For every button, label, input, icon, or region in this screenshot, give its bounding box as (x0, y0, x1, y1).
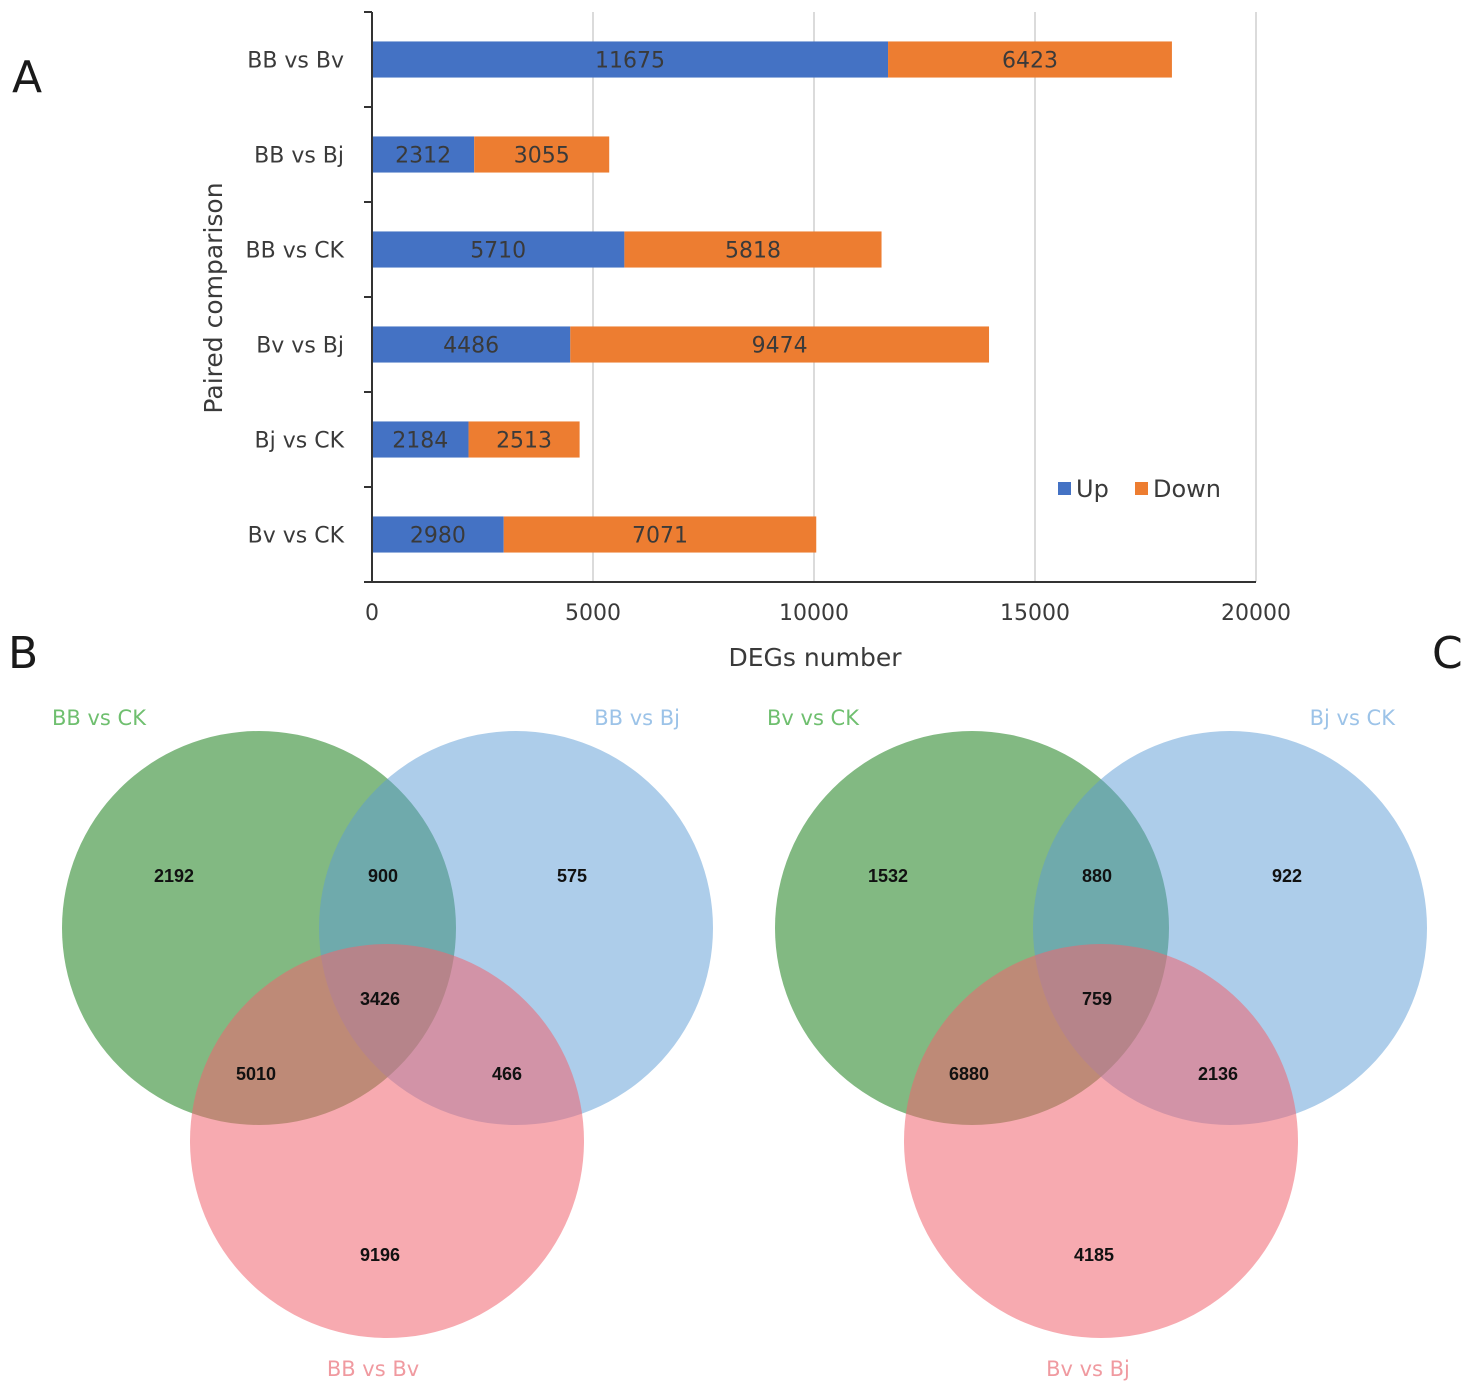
venn-b-count-2-3: 466 (492, 1064, 522, 1084)
venn-b-count-only-2: 575 (557, 866, 587, 886)
bar-bb-vs-ck-down (624, 231, 882, 268)
bar-bb-vs-bj-up (372, 136, 475, 173)
bar-label-bv-vs-ck-down: 7071 (632, 524, 688, 549)
venn-c-count-only-3: 4185 (1074, 1245, 1114, 1265)
panel-label-b: B (8, 628, 38, 679)
venn-b-count-only-1: 2192 (154, 866, 194, 886)
venn-b-set-label-3: BB vs Bv (327, 1357, 419, 1381)
x-tick-label-10000: 10000 (779, 601, 849, 626)
legend-swatch-down (1135, 482, 1148, 495)
bar-label-bb-vs-ck-down: 5818 (725, 239, 781, 264)
y-category-label-bv-vs-bj: Bv vs Bj (256, 334, 344, 359)
bar-bb-vs-bv-up (372, 41, 889, 78)
venn-b-count-only-3: 9196 (360, 1245, 400, 1265)
bar-bv-vs-bj-up (372, 326, 571, 363)
venn-c-circle-bv-vs-bj (904, 944, 1298, 1338)
bar-bv-vs-bj-down (570, 326, 990, 363)
bars: 11675 6423 2312 3055 5710 5818 4486 9474 2184 251… (372, 41, 1172, 553)
venn-c-count-1-2: 880 (1082, 866, 1112, 886)
venn-diagram-c: Bv vs CK Bj vs CK Bv vs Bj 1532 880 922 … (767, 706, 1427, 1381)
venn-c-set-label-2: Bj vs CK (1310, 706, 1397, 730)
axes (364, 11, 1256, 583)
venn-c-count-only-2: 922 (1272, 866, 1302, 886)
legend-swatch-up (1058, 482, 1071, 495)
panel-label-a: A (12, 52, 42, 103)
venn-b-circle-bb-vs-bv (190, 944, 584, 1338)
bar-bb-vs-bv-down (888, 41, 1172, 78)
y-axis-title: Paired comparison (199, 182, 228, 413)
bar-label-bv-vs-ck-up: 2980 (410, 524, 466, 549)
bar-label-bj-vs-ck-up: 2184 (392, 429, 448, 454)
x-tick-label-5000: 5000 (565, 601, 621, 626)
x-tick-labels: 0 5000 10000 15000 20000 (365, 601, 1291, 626)
bar-bv-vs-ck-down (503, 516, 817, 553)
venn-c-set-label-1: Bv vs CK (767, 706, 860, 730)
y-category-label-bj-vs-ck: Bj vs CK (255, 429, 345, 454)
venn-c-set-label-3: Bv vs Bj (1046, 1357, 1130, 1381)
bar-bv-vs-ck-up (372, 516, 504, 553)
x-tick-label-20000: 20000 (1221, 601, 1291, 626)
x-axis-title: DEGs number (729, 643, 903, 672)
legend: Up Down (1058, 475, 1221, 503)
y-category-labels: BB vs Bv BB vs Bj BB vs CK Bv vs Bj Bj vs CK… (246, 49, 345, 549)
y-category-label-bb-vs-bj: BB vs Bj (254, 144, 344, 169)
legend-label-up: Up (1076, 475, 1109, 503)
bar-label-bb-vs-bv-down: 6423 (1002, 49, 1058, 74)
venn-b-count-1-2: 900 (368, 866, 398, 886)
bar-bj-vs-ck-up (372, 421, 469, 458)
venn-diagram-b: BB vs CK BB vs Bj BB vs Bv 2192 900 575 … (52, 706, 713, 1381)
venn-c-count-2-3: 2136 (1198, 1064, 1238, 1084)
bar-label-bb-vs-bj-down: 3055 (514, 144, 570, 169)
bar-label-bv-vs-bj-up: 4486 (443, 334, 499, 359)
y-category-label-bv-vs-ck: Bv vs CK (248, 524, 345, 549)
venn-b-count-all: 3426 (360, 989, 400, 1009)
bar-bb-vs-bj-down (474, 136, 610, 173)
venn-c-count-1-3: 6880 (949, 1064, 989, 1084)
bar-label-bb-vs-ck-up: 5710 (470, 239, 526, 264)
bar-label-bv-vs-bj-down: 9474 (752, 334, 808, 359)
panel-label-c: C (1432, 628, 1463, 679)
y-category-label-bb-vs-bv: BB vs Bv (247, 49, 344, 74)
venn-c-count-only-1: 1532 (868, 866, 908, 886)
venn-c-count-all: 759 (1082, 989, 1112, 1009)
gridlines (592, 12, 1257, 582)
venn-b-count-1-3: 5010 (236, 1064, 276, 1084)
bar-label-bj-vs-ck-down: 2513 (496, 429, 552, 454)
venn-b-set-label-1: BB vs CK (52, 706, 147, 730)
x-tick-label-15000: 15000 (1000, 601, 1070, 626)
x-tick-label-0: 0 (365, 601, 379, 626)
bar-bb-vs-ck-up (372, 231, 625, 268)
bar-label-bb-vs-bv-up: 11675 (595, 49, 665, 74)
legend-label-down: Down (1153, 475, 1221, 503)
venn-b-set-label-2: BB vs Bj (594, 706, 680, 730)
bar-chart: 11675 6423 2312 3055 5710 5818 4486 9474 2184 251… (199, 11, 1291, 672)
y-category-label-bb-vs-ck: BB vs CK (246, 239, 345, 264)
bar-label-bb-vs-bj-up: 2312 (395, 144, 451, 169)
bar-bj-vs-ck-down (468, 421, 580, 458)
